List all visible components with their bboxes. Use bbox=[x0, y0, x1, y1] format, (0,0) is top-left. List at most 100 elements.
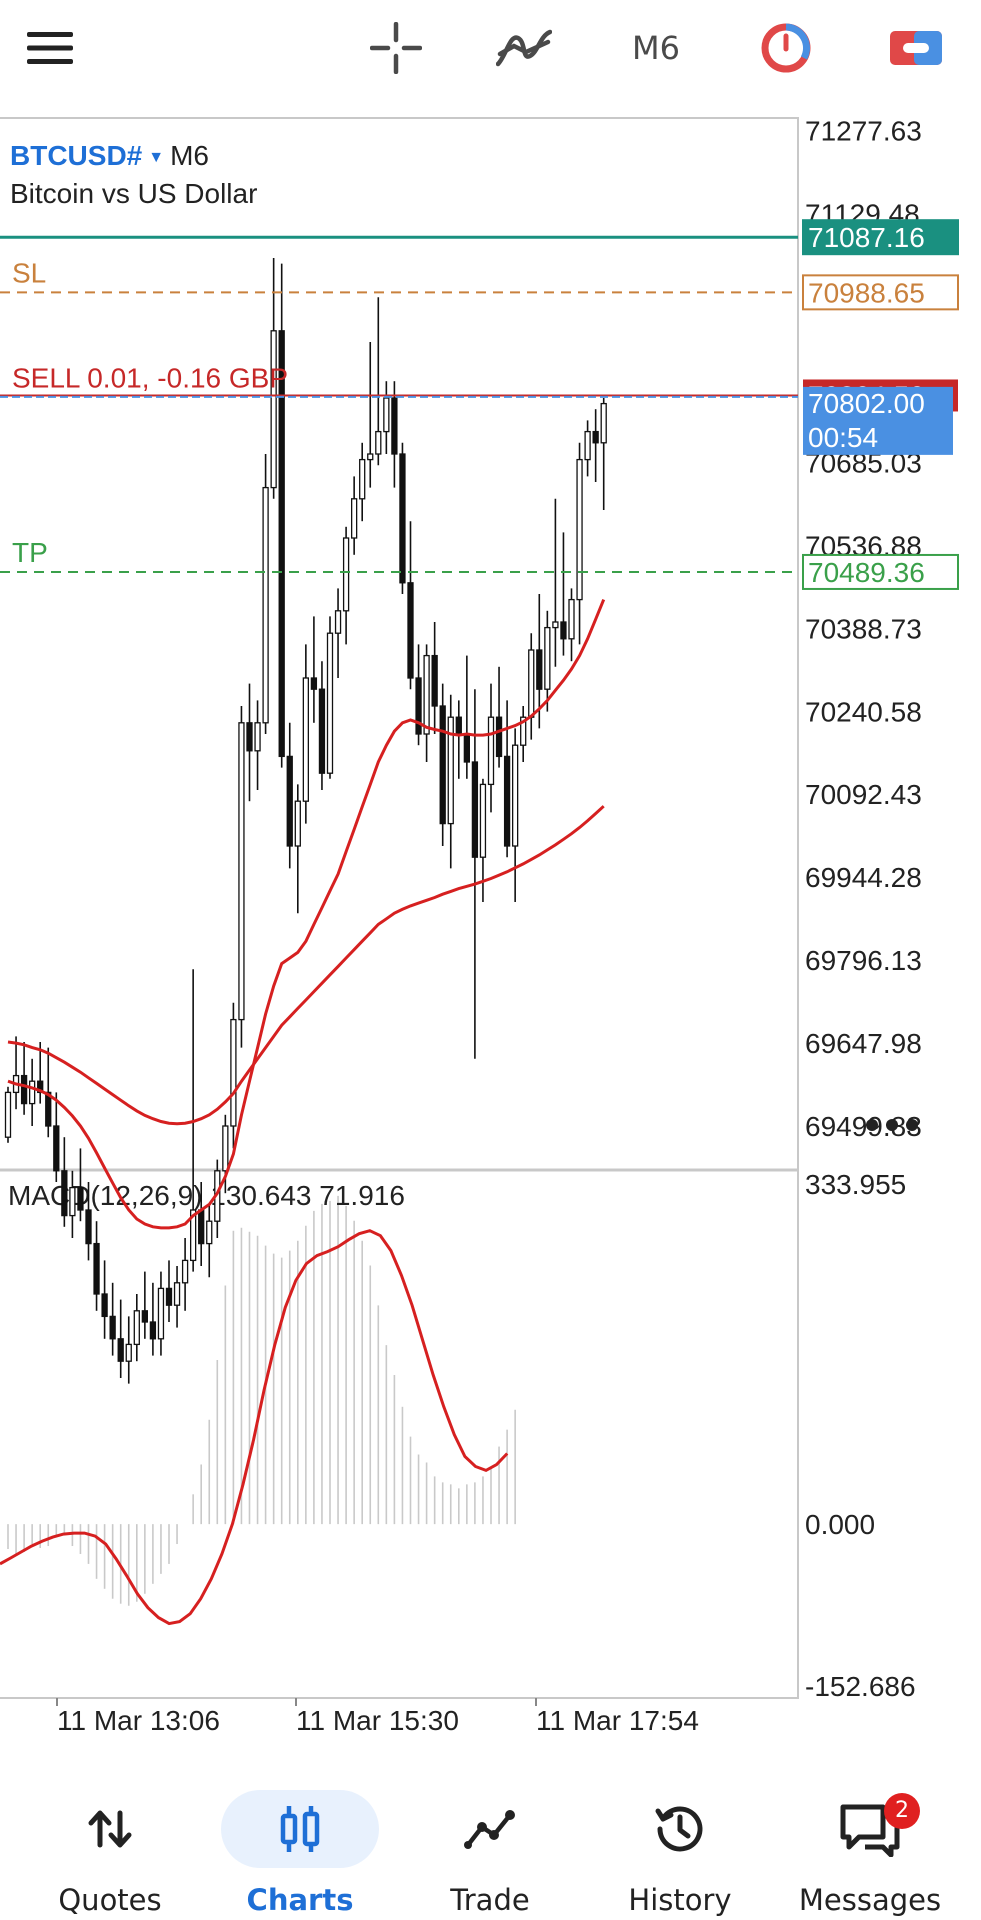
tp-price-price: 70489.36 bbox=[808, 557, 925, 588]
candle-body bbox=[359, 458, 366, 500]
candle-body bbox=[133, 1310, 140, 1346]
candle-body bbox=[383, 397, 390, 433]
bottom-navigation: Quotes Charts Trade bbox=[0, 1765, 981, 1920]
candle-body bbox=[439, 705, 446, 825]
charts-icon bbox=[280, 1806, 320, 1852]
candle-body bbox=[149, 1321, 157, 1340]
one-click-trading-icon bbox=[890, 31, 942, 65]
price-axis-label: 69499.83 bbox=[805, 1111, 922, 1142]
algo-trading-button[interactable] bbox=[750, 0, 822, 96]
chart-toolbar: M6 bbox=[0, 0, 981, 96]
indicators-button[interactable] bbox=[488, 0, 560, 96]
price-axis-label: 70240.58 bbox=[805, 696, 922, 727]
candle-body bbox=[375, 430, 382, 455]
candle-body bbox=[230, 1018, 237, 1127]
moving-average-slow bbox=[7, 805, 605, 1126]
macd-scale-max: 333.955 bbox=[805, 1169, 906, 1200]
crosshair-button[interactable] bbox=[360, 0, 432, 96]
candle-body bbox=[101, 1293, 108, 1318]
candle-body bbox=[246, 722, 253, 752]
nav-trade-label: Trade bbox=[450, 1883, 530, 1917]
candle-body bbox=[552, 621, 559, 629]
nav-messages-label: Messages bbox=[798, 1883, 942, 1917]
nav-charts-highlight bbox=[221, 1790, 379, 1868]
more-options-icon[interactable] bbox=[862, 1110, 922, 1140]
candle-body bbox=[61, 1170, 68, 1217]
bid-timer: 00:54 bbox=[808, 422, 878, 453]
nav-trade[interactable]: Trade bbox=[400, 1765, 580, 1920]
candle-body bbox=[278, 330, 285, 758]
candle-body bbox=[520, 716, 527, 746]
candle-body bbox=[254, 722, 261, 752]
candle-body bbox=[350, 498, 358, 539]
macd-scale-zero: 0.000 bbox=[805, 1509, 875, 1540]
sl-price-price: 70988.65 bbox=[808, 277, 925, 308]
nav-charts-label: Charts bbox=[246, 1883, 354, 1917]
candle-body bbox=[512, 744, 519, 847]
high-price-price: 71087.16 bbox=[808, 222, 925, 253]
candle-body bbox=[93, 1242, 100, 1295]
candle-body bbox=[222, 1125, 229, 1172]
symbol-name[interactable]: BTCUSD# bbox=[10, 140, 143, 171]
candle-body bbox=[69, 1186, 76, 1217]
candle-body bbox=[302, 677, 310, 802]
candle-body bbox=[318, 688, 326, 774]
price-axis-label: 70388.73 bbox=[805, 613, 922, 644]
candle-body bbox=[286, 755, 293, 847]
bid-price-box bbox=[803, 386, 953, 455]
candle-body bbox=[560, 621, 567, 640]
symbol-dropdown-icon[interactable]: ▼ bbox=[148, 148, 165, 166]
candle-body bbox=[399, 453, 406, 584]
nav-charts[interactable]: Charts bbox=[210, 1765, 390, 1920]
candle-body bbox=[294, 800, 301, 847]
candle-body bbox=[77, 1186, 84, 1211]
candle-body bbox=[584, 430, 591, 461]
crosshair-icon bbox=[370, 22, 422, 74]
candle-body bbox=[415, 677, 422, 735]
timeframe-button[interactable]: M6 bbox=[632, 29, 680, 67]
macd-signal-line bbox=[0, 1229, 509, 1626]
candle-body bbox=[568, 598, 575, 640]
candle-body bbox=[463, 733, 471, 763]
candle-body bbox=[495, 716, 503, 758]
candle-body bbox=[487, 716, 495, 786]
menu-icon bbox=[27, 32, 73, 64]
candle-body bbox=[117, 1338, 124, 1362]
candle-body bbox=[310, 677, 318, 690]
candle-body bbox=[536, 649, 543, 690]
candle-body bbox=[471, 761, 479, 858]
chart-symbol[interactable]: BTCUSD# ▼ M6 bbox=[10, 140, 209, 172]
menu-button[interactable] bbox=[14, 0, 86, 96]
high-price-box bbox=[802, 219, 959, 256]
candle-body bbox=[141, 1310, 149, 1323]
candle-body bbox=[109, 1315, 116, 1340]
nav-messages[interactable]: 2 Messages bbox=[780, 1765, 960, 1920]
time-axis-label: 11 Mar 13:06 bbox=[57, 1705, 220, 1736]
candle-body bbox=[198, 1209, 205, 1245]
sl-label: SL bbox=[12, 257, 46, 288]
price-axis-label: 69944.28 bbox=[805, 862, 922, 893]
order-label: SELL 0.01, -0.16 GBP bbox=[12, 362, 288, 393]
price-axis-label: 69647.98 bbox=[805, 1028, 922, 1059]
candle-body bbox=[165, 1287, 173, 1306]
one-click-trading-button[interactable] bbox=[880, 0, 952, 96]
candle-body bbox=[53, 1125, 60, 1172]
nav-history[interactable]: History bbox=[590, 1765, 770, 1920]
candle-body bbox=[367, 453, 374, 461]
candle-body bbox=[189, 1209, 197, 1262]
candle-body bbox=[157, 1287, 165, 1340]
sl-price-box bbox=[802, 274, 959, 311]
candle-body bbox=[503, 755, 511, 847]
candle-body bbox=[173, 1282, 181, 1306]
candle-body bbox=[270, 330, 277, 489]
candle-body bbox=[455, 716, 462, 735]
trade-icon bbox=[464, 1810, 515, 1849]
tp-label: TP bbox=[12, 537, 48, 568]
macd-scale-min: -152.686 bbox=[805, 1671, 916, 1702]
nav-quotes[interactable]: Quotes bbox=[20, 1765, 200, 1920]
nav-history-label: History bbox=[628, 1883, 732, 1917]
candle-body bbox=[28, 1080, 36, 1105]
price-axis-label: 71277.63 bbox=[805, 116, 922, 147]
symbol-description: Bitcoin vs US Dollar bbox=[10, 178, 258, 209]
